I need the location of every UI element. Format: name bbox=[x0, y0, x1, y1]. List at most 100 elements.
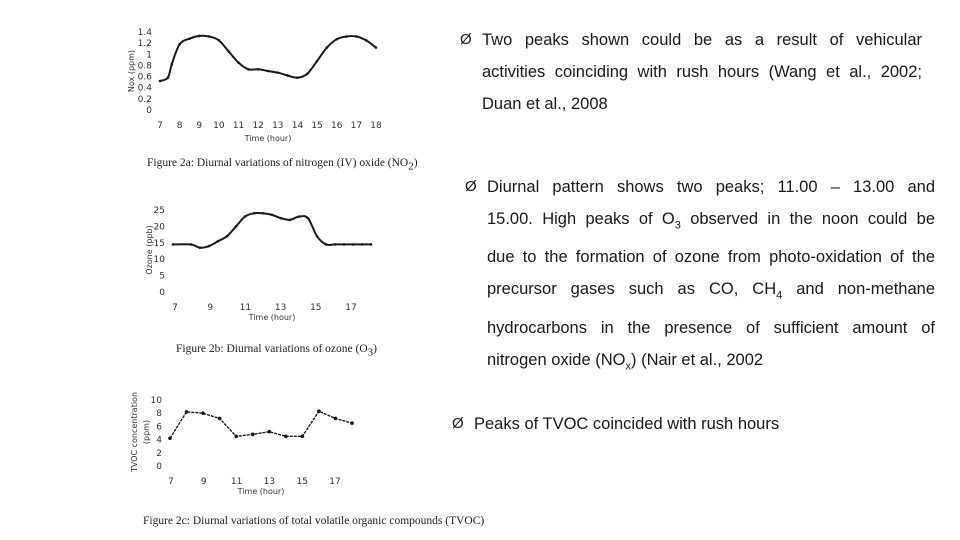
bullet-line: Diurnal pattern shows two peaks; 11.00 –… bbox=[487, 178, 935, 196]
data-point bbox=[315, 234, 319, 238]
data-point bbox=[189, 243, 193, 246]
data-point bbox=[364, 39, 368, 42]
y-tick-label: 10 bbox=[151, 396, 163, 406]
x-tick-label: 17 bbox=[345, 303, 356, 313]
x-axis-title: Time (hour) bbox=[248, 313, 296, 322]
data-point bbox=[288, 218, 292, 222]
y-axis-title: Ozone (ppb) bbox=[145, 225, 154, 274]
y-tick-label: 6 bbox=[156, 422, 162, 432]
data-point bbox=[270, 213, 274, 217]
y-tick-label: 25 bbox=[154, 206, 165, 216]
caption-figure-2b: Figure 2b: Diurnal variations of ozone (… bbox=[176, 343, 377, 359]
data-point bbox=[324, 243, 328, 246]
data-point bbox=[256, 68, 260, 71]
data-point bbox=[360, 243, 364, 246]
y-tick-label: 0.4 bbox=[138, 84, 153, 94]
data-point bbox=[197, 34, 201, 38]
x-tick-label: 18 bbox=[370, 121, 382, 131]
data-point bbox=[296, 76, 299, 79]
chart-tvoc: 10 8 6 4 2 07 9 11 13 15 17 Time (hour) TVOC concent… bbox=[130, 392, 354, 496]
data-point bbox=[237, 61, 240, 64]
data-point bbox=[276, 71, 280, 74]
chart-ozone: 25 20 15 10 5 07 9 11 13 15 17 Time (hour) Ozone (pp… bbox=[145, 206, 373, 322]
data-point bbox=[342, 243, 346, 246]
data-point bbox=[335, 37, 339, 41]
data-point bbox=[325, 46, 329, 49]
data-point bbox=[243, 215, 247, 218]
x-tick-label: 7 bbox=[157, 121, 163, 131]
data-point bbox=[178, 42, 181, 46]
x-tick-label: 11 bbox=[240, 303, 251, 313]
data-point bbox=[252, 211, 256, 215]
chart-nox: 1.41.210.8 0.60.40.207 8 9 10 11 12 13 14 15 16 17 1… bbox=[127, 28, 382, 143]
data-point bbox=[267, 429, 272, 434]
data-point bbox=[266, 69, 270, 73]
x-tick-label: 10 bbox=[213, 121, 225, 131]
y-tick-label: 0 bbox=[159, 288, 165, 298]
data-point bbox=[188, 37, 191, 40]
data-point bbox=[158, 79, 162, 83]
data-point bbox=[217, 416, 222, 421]
bullet-arrow-icon: Ø bbox=[460, 31, 472, 48]
data-point bbox=[351, 243, 355, 246]
data-point bbox=[306, 216, 310, 220]
y-tick-label: 5 bbox=[159, 272, 165, 282]
x-tick-label: 9 bbox=[196, 121, 202, 131]
data-point bbox=[286, 74, 289, 77]
data-point bbox=[184, 410, 189, 414]
caption-figure-2a: Figure 2a: Diurnal variations of nitroge… bbox=[147, 157, 418, 173]
bullet-ozone-pattern: Ø Diurnal pattern shows two peaks; 11.00… bbox=[465, 171, 935, 382]
data-point bbox=[201, 411, 205, 416]
series-line bbox=[159, 34, 377, 82]
x-tick-label: 8 bbox=[177, 121, 183, 131]
y-tick-label: 4 bbox=[156, 436, 162, 446]
y-axis-title: TVOC concentration bbox=[130, 392, 139, 473]
bullet-line: precursor gases such as CO, CH4 and non-… bbox=[487, 280, 935, 302]
data-point bbox=[234, 225, 238, 228]
data-point bbox=[168, 436, 172, 441]
y-tick-label: 8 bbox=[156, 409, 162, 419]
x-tick-label: 15 bbox=[296, 477, 307, 487]
x-tick-label: 13 bbox=[275, 303, 286, 313]
data-point bbox=[171, 243, 175, 246]
x-tick-label: 11 bbox=[233, 121, 244, 131]
y-axis-title-unit: (ppm) bbox=[142, 420, 151, 444]
data-point bbox=[217, 39, 221, 42]
x-tick-label: 15 bbox=[310, 303, 321, 313]
x-tick-label: 13 bbox=[264, 477, 275, 487]
x-tick-label: 9 bbox=[207, 303, 213, 313]
data-point bbox=[284, 434, 288, 439]
x-tick-label: 14 bbox=[292, 121, 304, 131]
data-point bbox=[166, 76, 170, 79]
data-point bbox=[261, 211, 265, 215]
series-line bbox=[169, 410, 353, 439]
data-point bbox=[345, 35, 348, 38]
x-axis-title: Time (hour) bbox=[244, 134, 292, 143]
y-tick-label: 20 bbox=[154, 222, 166, 232]
bullet-line: activities coinciding with rush hours (W… bbox=[482, 63, 922, 81]
x-tick-label: 9 bbox=[201, 477, 207, 487]
bullet-line: hydrocarbons in the presence of sufficie… bbox=[487, 318, 935, 337]
data-point bbox=[369, 243, 373, 246]
data-point bbox=[300, 434, 305, 439]
data-point bbox=[198, 246, 202, 250]
y-tick-label: 1.2 bbox=[138, 39, 152, 49]
data-point bbox=[216, 239, 220, 243]
data-point bbox=[250, 432, 255, 437]
bullet-line: Two peaks shown could be as a result of … bbox=[482, 31, 922, 49]
x-tick-label: 17 bbox=[351, 121, 362, 131]
data-point bbox=[315, 59, 319, 63]
data-point bbox=[333, 243, 337, 246]
data-point bbox=[317, 409, 321, 414]
bullet-tvoc-peaks: Ø Peaks of TVOC coincided with rush hour… bbox=[452, 408, 894, 440]
y-tick-label: 0.8 bbox=[138, 61, 153, 71]
data-point bbox=[279, 216, 283, 220]
bullet-arrow-icon: Ø bbox=[452, 415, 464, 432]
y-axis-title: Nox (ppm) bbox=[127, 50, 136, 92]
x-tick-label: 13 bbox=[272, 121, 283, 131]
data-point bbox=[305, 72, 309, 76]
y-tick-label: 1 bbox=[146, 50, 152, 60]
bullet-line: due to the formation of ozone from photo… bbox=[487, 248, 935, 267]
y-tick-label: 15 bbox=[154, 239, 165, 249]
